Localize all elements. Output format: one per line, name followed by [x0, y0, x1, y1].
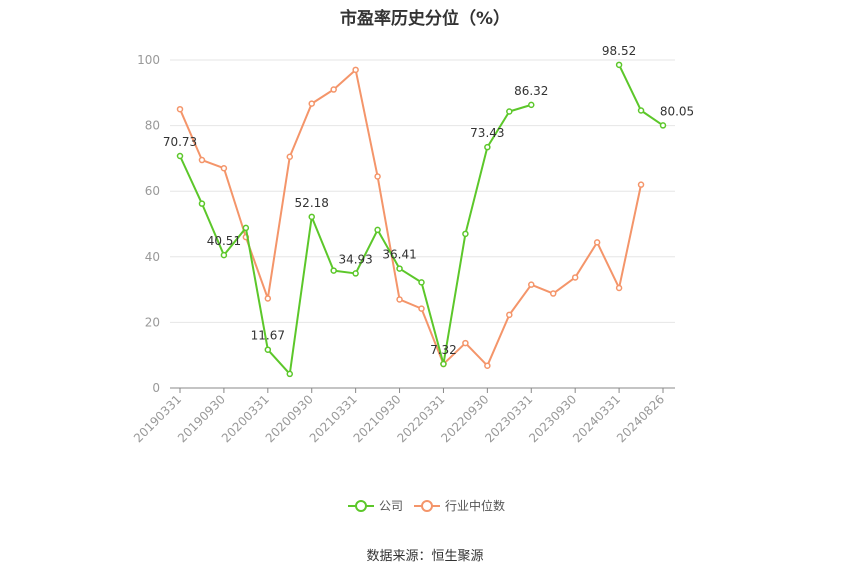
industry-data-point [637, 181, 645, 188]
company-data-point [506, 108, 513, 115]
company-data-point [418, 279, 425, 286]
company-data-point [396, 265, 403, 272]
industry-data-point [286, 153, 294, 161]
data-label: 11.67 [251, 329, 285, 343]
legend-item-company[interactable]: 公司 [348, 497, 403, 514]
company-data-point [242, 224, 250, 232]
industry-data-point [506, 311, 513, 319]
company-data-point [352, 270, 359, 277]
industry-data-point [176, 105, 184, 113]
legend-industry-label: 行业中位数 [445, 499, 506, 513]
industry-data-point [593, 239, 601, 246]
industry-data-point [352, 66, 359, 74]
company-data-point [462, 230, 469, 238]
data-source: 数据来源：恒生聚源 [366, 549, 484, 564]
data-label: 52.18 [295, 196, 329, 210]
industry-data-point [418, 305, 425, 312]
chart-legend: 公司 行业中位数 [0, 497, 850, 517]
x-tick-label: 20240826 [614, 392, 667, 445]
industry-data-point [198, 156, 206, 164]
company-data-point [220, 251, 228, 259]
data-label: 70.73 [163, 135, 197, 149]
industry-data-point [396, 296, 403, 303]
legend-company-marker [348, 499, 374, 513]
company-data-point [198, 200, 206, 207]
pe-percentile-chart: 0204060801002019033120190930202003312020… [131, 44, 694, 445]
data-label: 98.52 [602, 44, 636, 58]
industry-data-point [330, 86, 337, 93]
y-tick-label: 0 [152, 381, 160, 395]
industry-data-point [528, 281, 535, 288]
industry-data-point [484, 362, 491, 369]
data-label: 34.93 [338, 252, 372, 266]
chart-title: 市盈率历史分位（%） [339, 9, 511, 29]
industry-data-point [549, 290, 557, 297]
industry-data-point [374, 173, 381, 180]
company-data-point [374, 226, 381, 234]
company-data-point [440, 360, 447, 368]
industry-data-point [220, 164, 228, 172]
industry-data-point [308, 100, 315, 107]
y-tick-label: 40 [145, 250, 160, 264]
industry-data-point [462, 339, 469, 347]
legend-item-industry[interactable]: 行业中位数 [414, 497, 505, 514]
industry-data-point [264, 295, 272, 302]
company-series-line [618, 64, 664, 127]
company-data-point [528, 101, 535, 109]
y-tick-label: 20 [145, 315, 160, 329]
company-data-point [330, 267, 337, 274]
data-label: 36.41 [382, 248, 416, 262]
data-label: 40.51 [207, 234, 241, 248]
company-data-point [286, 370, 294, 378]
company-data-point [308, 213, 315, 221]
company-data-point [659, 122, 667, 129]
company-data-point [484, 143, 491, 151]
industry-data-point [615, 284, 623, 292]
y-tick-label: 100 [137, 53, 160, 67]
data-label: 7.32 [430, 343, 457, 357]
data-label: 80.05 [660, 104, 694, 118]
data-label: 73.43 [470, 126, 504, 140]
legend-industry-marker [414, 499, 440, 513]
industry-series-line [179, 68, 643, 367]
y-tick-label: 80 [145, 119, 160, 133]
legend-company-label: 公司 [379, 499, 404, 513]
company-data-point [615, 61, 623, 69]
company-data-point [637, 107, 645, 114]
y-tick-label: 60 [145, 184, 160, 198]
data-label: 86.32 [514, 84, 548, 98]
company-data-point [264, 346, 272, 353]
industry-data-point [571, 274, 579, 281]
company-data-point [176, 152, 184, 160]
